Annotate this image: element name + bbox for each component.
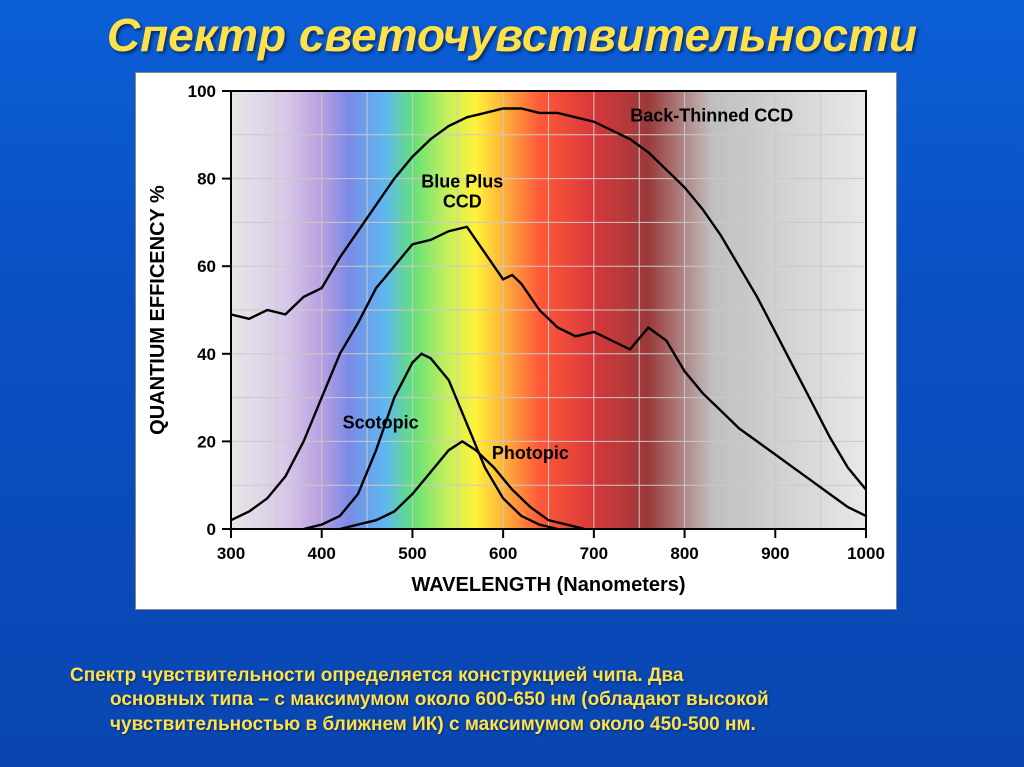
series-label: CCD [443, 191, 482, 211]
ytick-label: 60 [197, 257, 216, 276]
ytick-label: 40 [197, 345, 216, 364]
series-label: Blue Plus [421, 171, 503, 191]
series-label: Back-Thinned CCD [630, 106, 793, 126]
ytick-label: 20 [197, 432, 216, 451]
slide-title: Спектр светочувствительности [0, 8, 1024, 62]
series-label: Scotopic [343, 412, 419, 432]
ytick-label: 80 [197, 170, 216, 189]
xtick-label: 400 [308, 544, 336, 563]
ytick-label: 0 [207, 520, 216, 539]
ytick-label: 100 [188, 82, 216, 101]
slide-description: Спектр чувствительности определяется кон… [70, 664, 954, 737]
xtick-label: 900 [761, 544, 789, 563]
xtick-label: 800 [670, 544, 698, 563]
xtick-label: 300 [217, 544, 245, 563]
xtick-label: 600 [489, 544, 517, 563]
desc-line-2: основных типа – с максимумом около 600-6… [70, 688, 954, 737]
desc-line-1: Спектр чувствительности определяется кон… [70, 665, 684, 686]
xtick-label: 700 [580, 544, 608, 563]
sensitivity-chart: 300 400 500 600 700 800 900 1000 0 20 40 60 80 100 WAV… [135, 72, 897, 610]
x-axis-label: WAVELENGTH (Nanometers) [411, 574, 685, 596]
y-axis-label: QUANTIUM EFFICENCY % [147, 185, 169, 435]
xtick-label: 500 [398, 544, 426, 563]
series-label: Photopic [492, 443, 569, 463]
xtick-label: 1000 [847, 544, 885, 563]
